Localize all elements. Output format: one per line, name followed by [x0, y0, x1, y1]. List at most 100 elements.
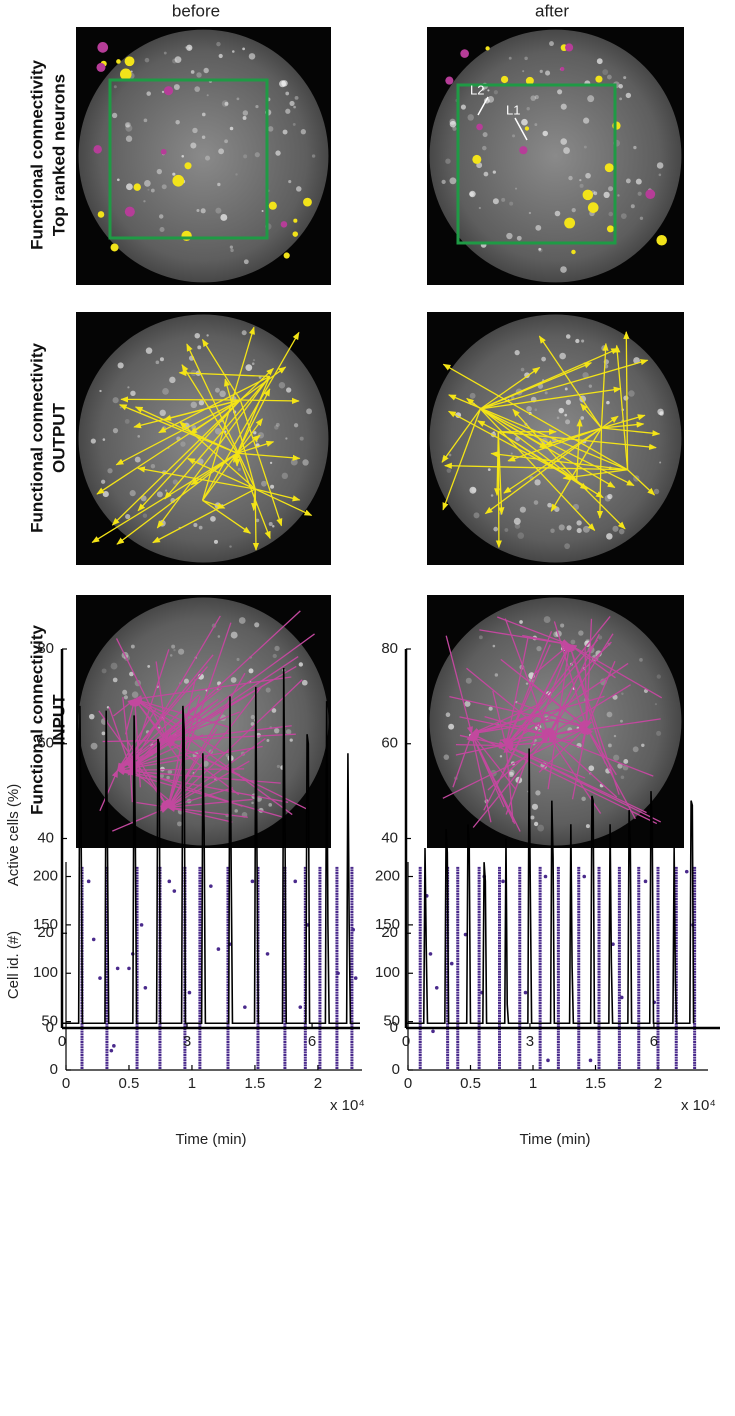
spike-point — [434, 985, 439, 990]
cell-spot — [112, 397, 119, 404]
cell-spot — [469, 486, 477, 494]
connection-arrow — [164, 375, 271, 500]
cell-spot — [258, 376, 262, 379]
cell-spot — [625, 178, 631, 184]
connection-arrow — [167, 787, 234, 809]
cell-spot — [526, 107, 530, 111]
connection-arrow — [152, 488, 256, 544]
cell-spot — [232, 50, 235, 53]
cell-spot — [281, 472, 289, 480]
cell-spot — [581, 796, 586, 802]
magenta-neuron — [519, 146, 528, 155]
connection-arrow — [445, 635, 473, 735]
connection-arrow — [531, 682, 588, 728]
cell-spot — [156, 168, 162, 175]
connection-arrow — [470, 732, 492, 823]
cell-spot — [565, 334, 571, 339]
y-tick-label: 0 — [46, 1019, 54, 1036]
cell-spot — [565, 419, 571, 425]
yellow-neuron — [472, 154, 482, 164]
cell-spot — [606, 711, 613, 718]
cell-spot — [441, 179, 446, 184]
cell-spot — [201, 112, 206, 117]
y-tick-label: 50 — [383, 1013, 400, 1030]
connection-arrow — [189, 399, 241, 435]
connection-arrow — [236, 452, 271, 540]
cell-spot — [534, 123, 538, 127]
cell-spot — [575, 338, 580, 344]
cell-spot — [492, 198, 499, 205]
cell-spot — [285, 437, 288, 440]
cell-spot — [90, 438, 96, 444]
spike-point — [243, 1005, 247, 1009]
cell-spot — [261, 480, 267, 487]
connection-arrow — [167, 805, 248, 818]
cell-spot — [618, 84, 623, 89]
connection-arrow — [550, 427, 603, 512]
pointer — [514, 117, 528, 141]
cell-spot — [200, 208, 206, 214]
cell-spot — [613, 734, 617, 738]
magenta-neuron — [96, 62, 106, 72]
cell-spot — [448, 453, 452, 457]
cell-spot — [269, 461, 273, 465]
cell-spot — [159, 409, 166, 417]
cell-spot — [578, 630, 584, 636]
cell-spot — [254, 152, 260, 158]
spike-point — [86, 879, 91, 884]
spike-point — [143, 985, 148, 990]
connection-arrow — [479, 408, 596, 531]
connection-arrow — [166, 711, 240, 742]
yellow-neuron — [283, 252, 290, 259]
cell-spot — [124, 121, 131, 128]
cell-spot — [163, 51, 167, 55]
connection-arrow — [480, 366, 541, 410]
row-label: Top ranked neurons — [49, 74, 68, 236]
cell-spot — [205, 155, 211, 161]
cell-spot — [194, 86, 201, 92]
spike-point — [293, 879, 298, 884]
yellow-neuron — [124, 56, 135, 67]
cell-spot — [272, 525, 275, 528]
cell-spot — [125, 123, 130, 128]
cell-spot — [215, 207, 222, 214]
cell-spot — [531, 803, 539, 810]
x-tick-label: 0.5 — [119, 1075, 140, 1092]
connection-arrow — [585, 726, 617, 776]
cell-spot — [165, 489, 168, 492]
yellow-neuron — [97, 211, 105, 218]
cell-spot — [158, 726, 161, 729]
x-multiplier: x 10⁴ — [330, 1097, 365, 1114]
connection-arrow — [471, 733, 517, 791]
cell-spot — [621, 692, 624, 695]
cell-spot — [166, 775, 170, 780]
connection-arrow — [576, 418, 583, 481]
cell-spot — [537, 824, 545, 832]
cell-spot — [130, 644, 135, 649]
cell-spot — [245, 364, 253, 371]
x-tick-label: 1 — [529, 1075, 537, 1092]
connection-arrow — [547, 734, 654, 777]
connection-arrow — [158, 375, 271, 434]
connection-arrow — [471, 733, 505, 808]
cell-spot — [243, 154, 248, 159]
connection-arrow — [167, 679, 303, 808]
cell-spot — [623, 395, 629, 401]
cell-spot — [216, 41, 221, 47]
spike-point — [209, 884, 213, 888]
cell-spot — [482, 132, 488, 138]
y-tick-label: 20 — [381, 924, 398, 941]
connection-arrow — [113, 698, 136, 717]
yellow-neuron — [595, 75, 603, 83]
yellow-neuron — [564, 217, 576, 229]
cell-spot — [549, 41, 554, 47]
cell-spot — [302, 459, 309, 466]
cell-spot — [556, 416, 560, 420]
cell-spot — [536, 646, 542, 652]
cell-spot — [487, 468, 491, 472]
cell-spot — [598, 635, 603, 640]
spike-point — [588, 1058, 593, 1063]
cell-spot — [508, 769, 515, 776]
connection-arrow — [134, 698, 170, 743]
connection-arrow — [116, 769, 282, 818]
